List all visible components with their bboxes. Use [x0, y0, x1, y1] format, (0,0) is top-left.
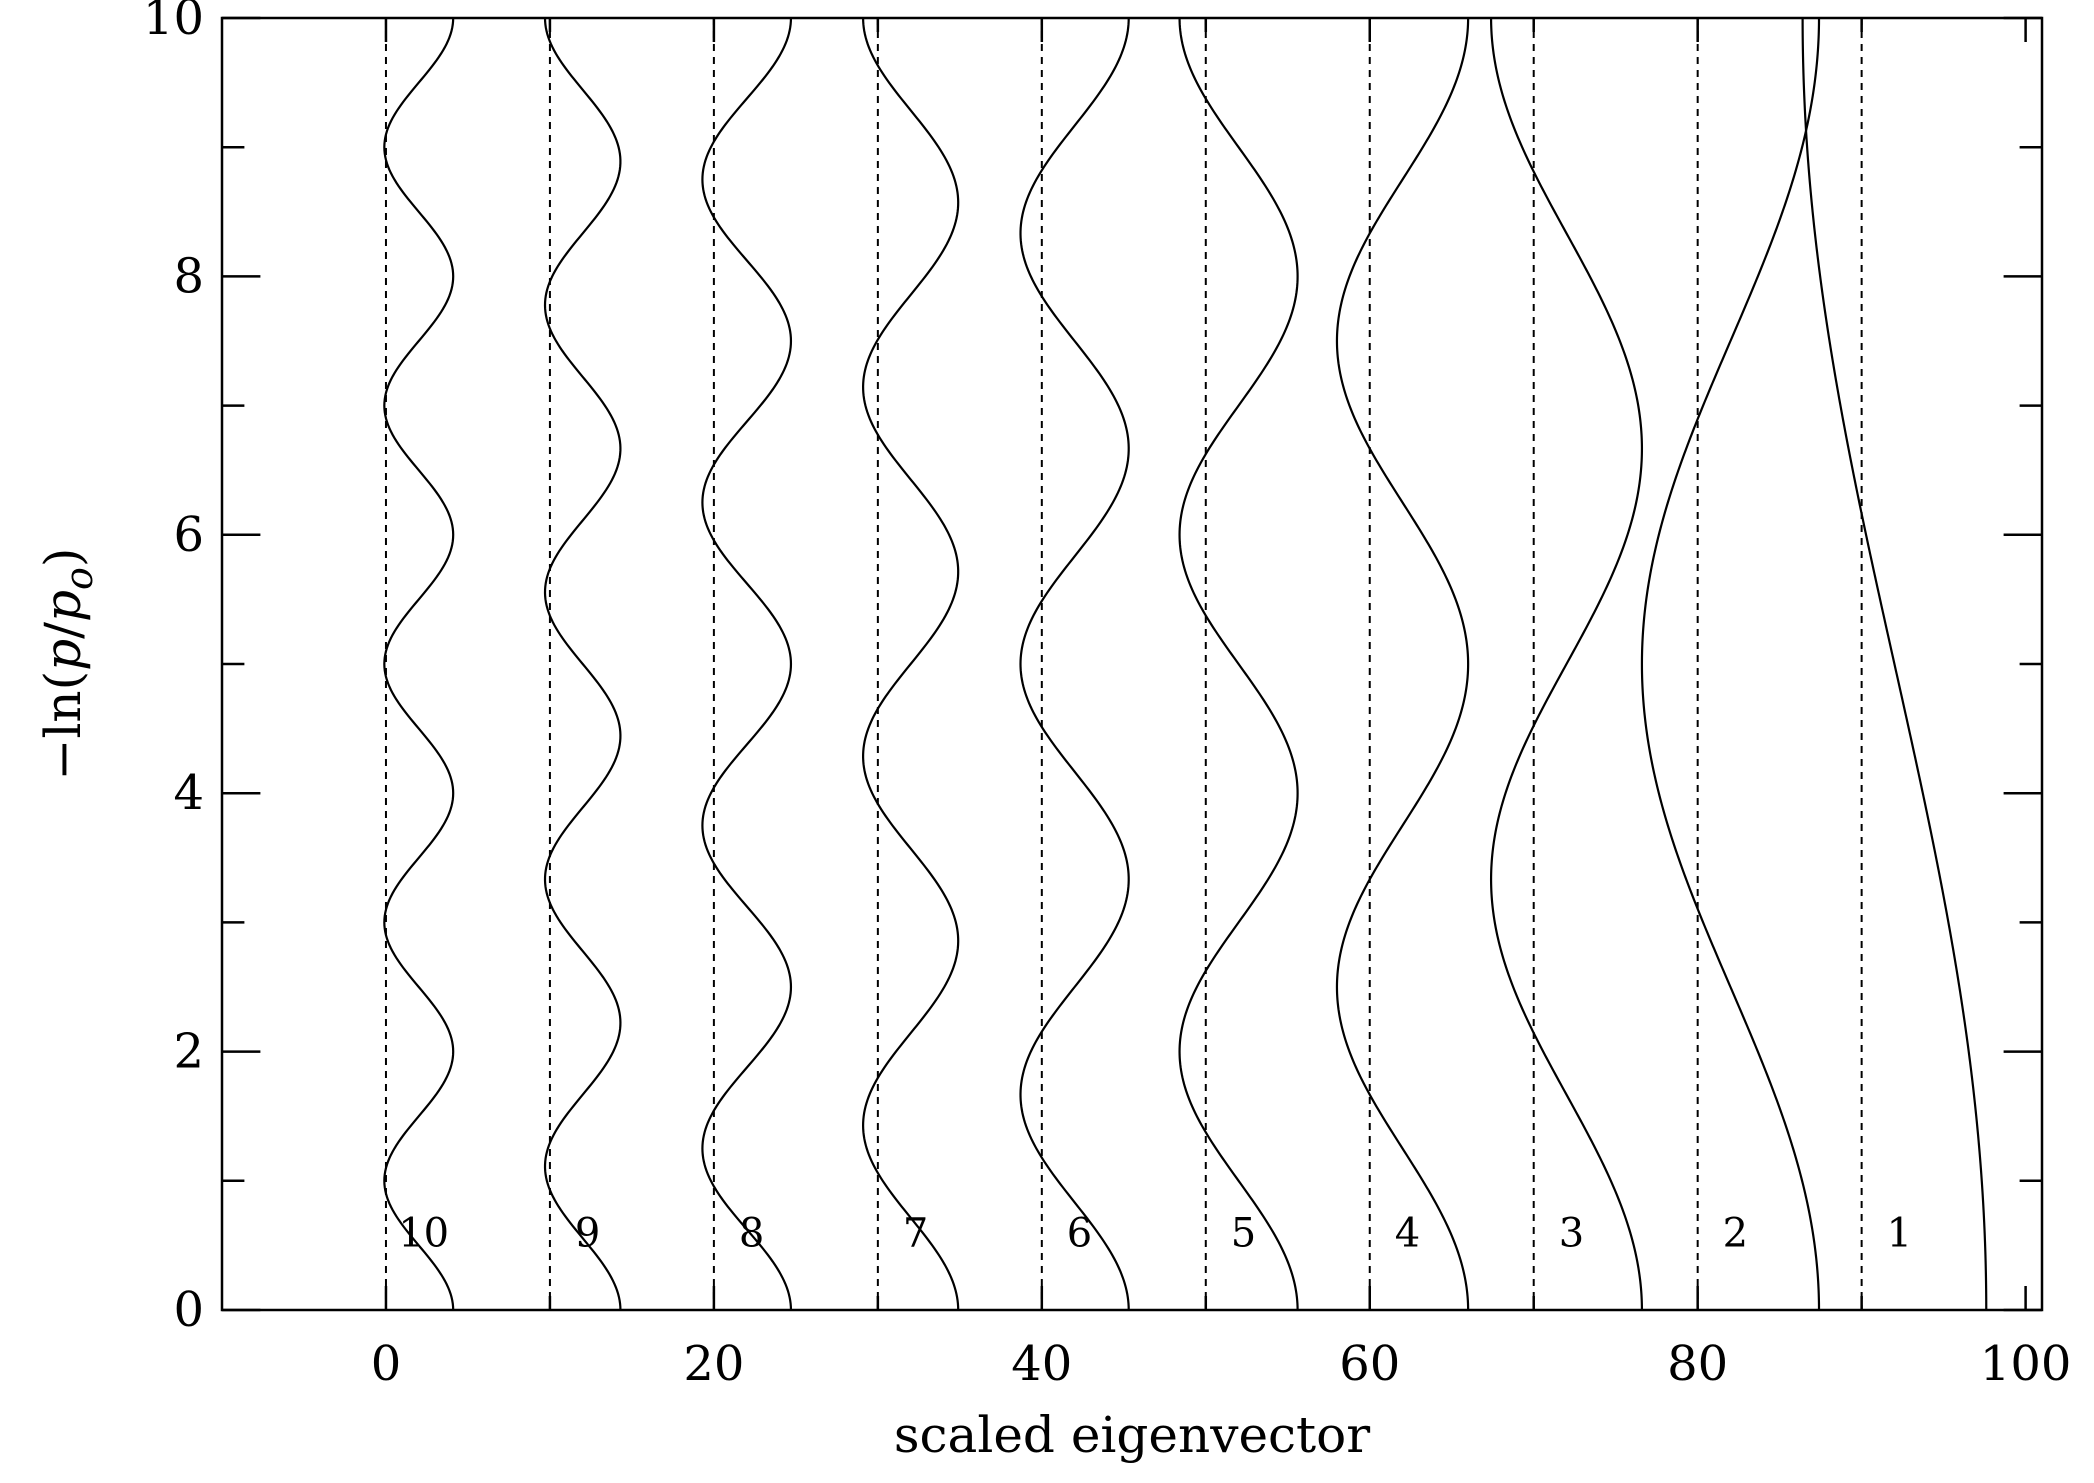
eigenvector-curve-4 — [1335, 17, 1470, 1311]
eigenvector-curve-10 — [383, 17, 455, 1311]
plot-frame — [220, 16, 2044, 1312]
curve-label-10: 10 — [398, 1210, 449, 1256]
eigenvector-curve-1 — [1801, 17, 1988, 1310]
y-tick-label: 4 — [173, 765, 204, 821]
x-tick-label: 40 — [1011, 1336, 1072, 1392]
y-tick-label: 6 — [173, 507, 204, 563]
curve-label-1: 1 — [1887, 1210, 1912, 1256]
eigenvector-curves — [383, 17, 1988, 1311]
x-axis-label: scaled eigenvector — [894, 1406, 1370, 1464]
curve-label-2: 2 — [1723, 1210, 1748, 1256]
x-tick-label: 60 — [1339, 1336, 1400, 1392]
x-tick-label: 80 — [1667, 1336, 1728, 1392]
curve-label-5: 5 — [1231, 1210, 1256, 1256]
y-label-slash: / — [34, 622, 92, 639]
eigenvector-curve-7 — [861, 17, 960, 1311]
eigenvector-curve-9 — [543, 17, 622, 1311]
y-label-suffix: ) — [34, 548, 92, 568]
eigenvector-curve-6 — [1019, 17, 1130, 1311]
x-tick-label: 20 — [683, 1336, 744, 1392]
y-tick-label: 10 — [143, 0, 204, 46]
y-axis-label: −ln(p/po) — [34, 548, 101, 781]
curve-label-3: 3 — [1559, 1210, 1584, 1256]
y-label-p2: p — [34, 590, 92, 622]
curve-label-9: 9 — [575, 1210, 600, 1256]
eigenvector-curve-8 — [701, 17, 793, 1311]
y-label-subscript: o — [57, 567, 101, 590]
baseline-lines — [384, 18, 1863, 1310]
eigenvector-curve-3 — [1489, 17, 1644, 1311]
axis-ticks — [222, 16, 2042, 1312]
eigenvector-curve-2 — [1640, 17, 1821, 1311]
y-tick-label: 8 — [173, 248, 204, 304]
x-tick-label: 100 — [1980, 1336, 2072, 1392]
curve-label-7: 7 — [903, 1210, 928, 1256]
curve-label-6: 6 — [1067, 1210, 1092, 1256]
y-tick-label: 0 — [173, 1282, 204, 1338]
y-label-prefix: −ln( — [34, 671, 92, 781]
eigenvector-curve-5 — [1178, 17, 1299, 1311]
tick-labels: 0 20 40 60 80 100 0 2 4 6 8 10 — [143, 0, 2071, 1392]
curve-label-8: 8 — [739, 1210, 764, 1256]
y-tick-label: 2 — [173, 1024, 204, 1080]
x-tick-label: 0 — [371, 1336, 402, 1392]
curve-label-4: 4 — [1395, 1210, 1420, 1256]
y-label-p1: p — [34, 639, 92, 671]
curve-labels: 1 2 3 4 5 6 7 8 9 10 — [398, 1210, 1912, 1256]
